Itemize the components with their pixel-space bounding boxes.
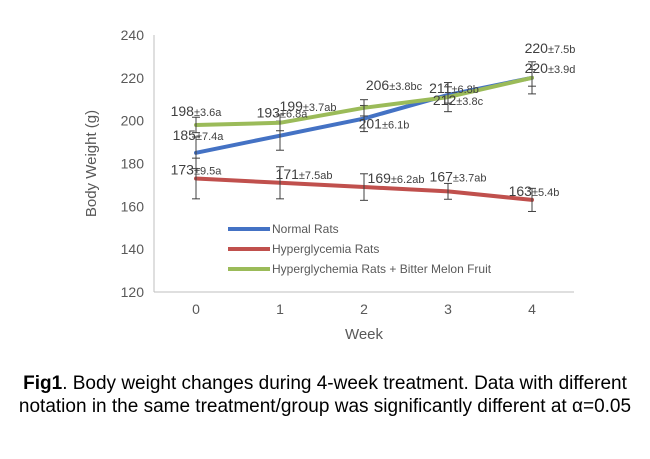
- data-label: 193±6.8a: [257, 105, 309, 121]
- y-tick-label: 200: [121, 113, 145, 129]
- data-label: 220±7.5b: [525, 40, 576, 56]
- data-label: 173±9.5a: [171, 161, 223, 177]
- data-label: 185±7.4a: [173, 127, 225, 143]
- y-tick-label: 180: [121, 156, 145, 172]
- legend-label: Normal Rats: [272, 222, 339, 236]
- x-axis-title: Week: [345, 326, 384, 343]
- data-label: 211±6.8b: [429, 80, 479, 96]
- legend-label: Hyperglychemia Rats + Bitter Melon Fruit: [272, 262, 492, 276]
- y-tick-label: 240: [121, 27, 145, 43]
- data-label: 167±3.7ab: [430, 168, 487, 184]
- data-label: 169±6.2ab: [368, 170, 425, 186]
- x-tick-label: 2: [360, 301, 368, 317]
- figure-caption: Fig1. Body weight changes during 4-week …: [0, 372, 650, 418]
- chart-svg: 120 140 160 180 200 220 240 0 1 2 3 4 Week Body Weigh…: [83, 27, 576, 343]
- y-tick-label: 120: [121, 284, 145, 300]
- legend-label: Hyperglycemia Rats: [272, 242, 379, 256]
- data-label: 206±3.8bc: [366, 77, 423, 93]
- data-label: 212±3.8c: [433, 92, 484, 108]
- data-label: 198±3.6a: [171, 103, 223, 119]
- figure-caption-text: . Body weight changes during 4-week trea…: [18, 373, 632, 417]
- y-tick-label: 220: [121, 70, 145, 86]
- data-label: 163±5.4b: [509, 183, 560, 199]
- x-tick-label: 3: [444, 301, 452, 317]
- data-label: 199±3.7ab: [280, 98, 337, 114]
- data-label: 201±6.1b: [359, 116, 410, 132]
- x-tick-label: 4: [528, 301, 536, 317]
- y-tick-label: 160: [121, 198, 145, 214]
- y-tick-label: 140: [121, 241, 145, 257]
- data-label: 171±7.5ab: [276, 166, 333, 182]
- body-weight-chart: 120 140 160 180 200 220 240 0 1 2 3 4 Week Body Weigh…: [83, 27, 576, 343]
- data-label: 220±3.9d: [525, 60, 576, 76]
- x-tick-label: 1: [276, 301, 284, 317]
- x-tick-label: 0: [192, 301, 200, 317]
- figure-label: Fig1: [23, 373, 63, 394]
- y-axis-title: Body Weight (g): [83, 110, 100, 217]
